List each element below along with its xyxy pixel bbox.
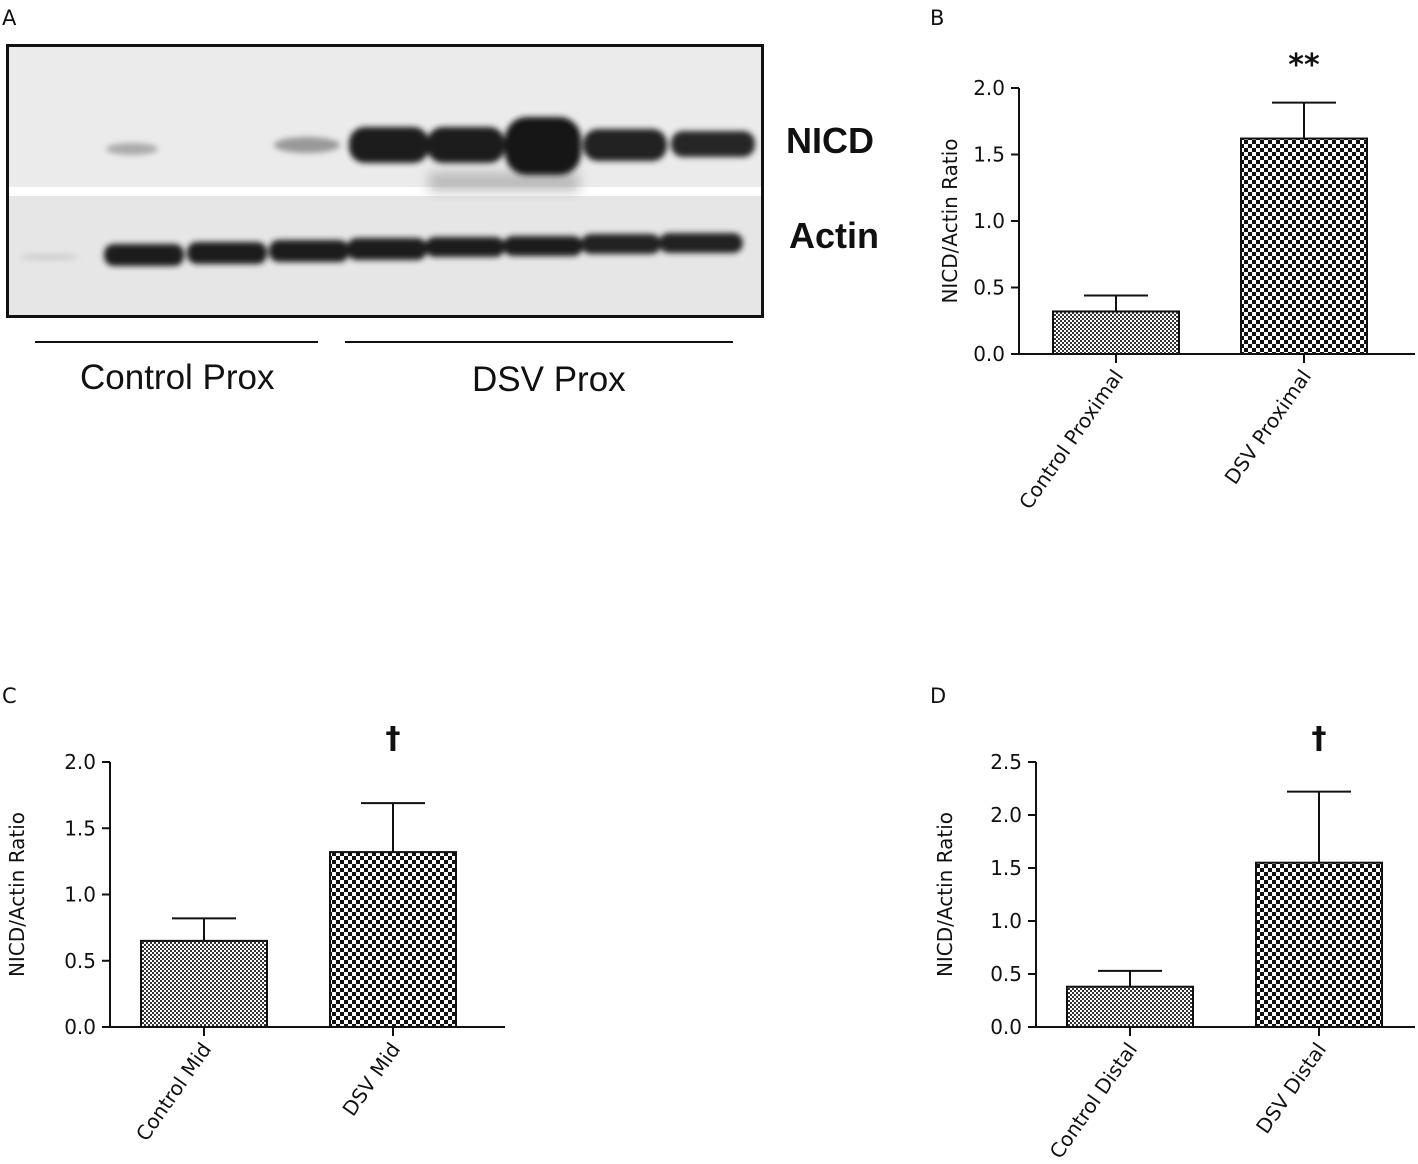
y-axis-label: NICD/Actin Ratio [5,812,29,977]
y-tick-label: 2.0 [64,750,96,774]
y-tick-label: 1.0 [990,909,1022,933]
significance-annotation: † [1312,721,1327,756]
significance-annotation: † [386,721,401,756]
x-tick-label: DSV Mid [337,1038,405,1120]
chart-d: 0.0 0.5 1.0 1.5 2.0 2.5 NICD/Actin Ratio Contro… [933,721,1415,1163]
y-tick-label: 2.0 [990,803,1022,827]
panel-letter-d: D [930,684,947,708]
bar [1240,137,1368,355]
bar [1052,310,1180,356]
chart-c: 0.0 0.5 1.0 1.5 2.0 NICD/Actin Ratio Control M… [5,721,505,1145]
panel-letter-b: B [930,6,945,30]
dsv-group-label: DSV Prox [472,360,626,399]
y-tick-label: 0.5 [973,276,1005,300]
y-tick-label: 0.5 [990,962,1022,986]
y-tick-label: 1.5 [64,816,96,840]
y-tick-label: 0.0 [973,342,1005,366]
x-tick-label: Control Proximal [1014,365,1128,513]
y-tick-label: 0.0 [64,1015,96,1039]
y-tick-label: 2.0 [973,76,1005,100]
y-axis-label: NICD/Actin Ratio [933,812,957,977]
y-tick-label: 0.0 [990,1015,1022,1039]
bar [1255,861,1383,1029]
bar [1066,985,1194,1028]
chart-b: 0.0 0.5 1.0 1.5 2.0 NICD/Actin Ratio Control P… [938,48,1415,514]
control-group-line [35,341,318,343]
dsv-group-line [345,341,733,343]
panel-letter-a: A [2,6,17,30]
x-tick-label: DSV Proximal [1220,365,1316,488]
control-group-label: Control Prox [80,358,275,397]
y-tick-label: 1.5 [973,143,1005,167]
y-axis-label: NICD/Actin Ratio [938,138,962,303]
western-blot-bands [9,47,761,315]
western-blot-image [6,44,764,318]
y-tick-label: 1.0 [64,883,96,907]
y-tick-label: 2.5 [990,750,1022,774]
y-tick-label: 1.0 [973,209,1005,233]
y-tick-label: 0.5 [64,949,96,973]
bar [140,939,268,1028]
significance-annotation: ** [1288,48,1320,83]
bar [329,851,457,1028]
actin-band-label: Actin [789,215,879,256]
x-tick-label: DSV Distal [1251,1038,1331,1138]
panel-letter-c: C [2,684,17,708]
x-tick-label: Control Mid [131,1038,216,1145]
x-tick-label: Control Distal [1045,1038,1142,1163]
y-tick-label: 1.5 [990,856,1022,880]
nicd-band-label: NICD [786,120,874,161]
